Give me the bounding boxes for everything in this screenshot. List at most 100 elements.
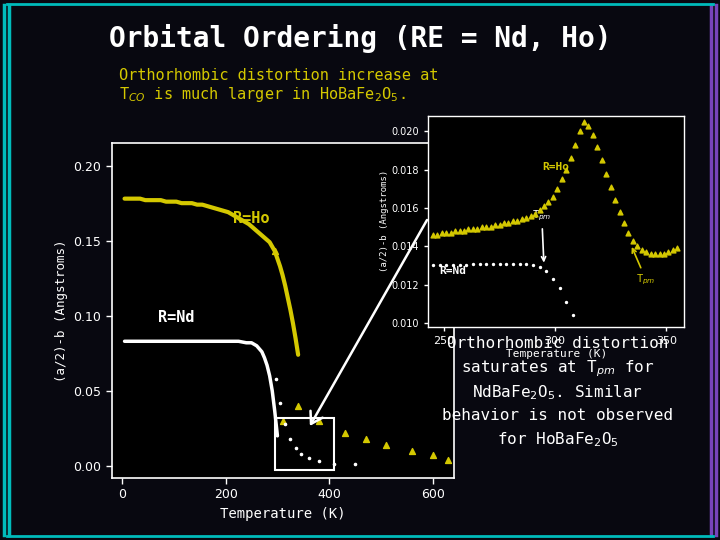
Point <box>441 261 452 270</box>
Point <box>447 261 459 270</box>
Point <box>436 228 448 237</box>
Point <box>472 225 483 233</box>
Point <box>662 248 674 256</box>
Point <box>295 450 307 458</box>
Point <box>467 259 479 268</box>
Point <box>511 217 523 226</box>
Point <box>636 246 647 254</box>
Point <box>570 140 581 149</box>
Point <box>197 200 208 209</box>
Point <box>487 259 499 268</box>
Point <box>596 156 608 165</box>
Point <box>587 351 598 360</box>
Point <box>243 220 255 228</box>
Point <box>155 196 166 205</box>
Point <box>261 361 273 369</box>
Point <box>292 402 304 410</box>
Point <box>609 196 621 205</box>
Point <box>547 192 559 201</box>
Point <box>269 247 281 255</box>
Text: behavior is not observed: behavior is not observed <box>443 408 673 423</box>
Point <box>529 210 541 218</box>
Point <box>264 238 276 246</box>
Point <box>600 374 612 383</box>
Point <box>567 311 579 320</box>
Point <box>627 236 639 245</box>
Point <box>500 259 512 268</box>
Point <box>129 194 140 203</box>
Point <box>271 375 282 383</box>
Point <box>441 228 452 237</box>
Point <box>248 340 260 349</box>
Point <box>282 293 294 302</box>
Point <box>556 175 567 184</box>
Point <box>256 347 268 356</box>
Point <box>594 362 606 371</box>
Text: NdBaFe$_2$O$_5$. Similar: NdBaFe$_2$O$_5$. Similar <box>472 383 644 402</box>
Text: T$_{pm}$: T$_{pm}$ <box>532 209 552 261</box>
Text: R=Nd: R=Nd <box>158 310 194 325</box>
Point <box>525 211 536 220</box>
Point <box>474 259 485 268</box>
Point <box>543 198 554 207</box>
Point <box>460 261 472 270</box>
Point <box>253 229 265 238</box>
Point <box>258 233 270 242</box>
Point <box>222 208 234 217</box>
Point <box>507 217 518 226</box>
Point <box>233 337 244 346</box>
Point <box>631 242 643 251</box>
Point <box>427 231 438 239</box>
Point <box>171 197 182 206</box>
Point <box>534 206 545 214</box>
Point <box>380 441 392 449</box>
Point <box>552 185 563 193</box>
Text: T$_{pm}$: T$_{pm}$ <box>632 248 656 287</box>
Point <box>431 231 443 239</box>
Point <box>592 143 603 151</box>
Point <box>258 354 270 362</box>
Point <box>445 228 456 237</box>
Point <box>176 199 187 207</box>
Point <box>313 457 325 465</box>
Point <box>494 221 505 230</box>
Point <box>251 341 263 350</box>
Point <box>490 221 501 230</box>
Point <box>269 408 281 416</box>
Point <box>560 298 572 306</box>
Point <box>565 154 577 163</box>
Y-axis label: (a/2)-b (Angstroms): (a/2)-b (Angstroms) <box>380 170 389 273</box>
Point <box>271 431 283 440</box>
Point <box>605 183 616 191</box>
Point <box>574 127 585 136</box>
Point <box>582 122 594 130</box>
Point <box>264 372 276 380</box>
Point <box>240 339 252 347</box>
Point <box>328 460 340 469</box>
Point <box>641 248 652 256</box>
Bar <box>275 418 334 470</box>
Text: R=Ho: R=Ho <box>541 161 569 172</box>
Point <box>476 223 487 232</box>
Point <box>580 338 592 346</box>
Point <box>339 429 351 437</box>
Point <box>289 334 301 342</box>
Point <box>279 420 291 428</box>
Point <box>246 339 257 347</box>
Point <box>124 194 135 203</box>
Point <box>212 205 224 213</box>
Text: R=Ho: R=Ho <box>233 211 270 226</box>
Point <box>454 261 465 270</box>
X-axis label: Temperature (K): Temperature (K) <box>505 348 607 359</box>
Point <box>140 196 151 205</box>
Point <box>485 223 496 232</box>
Point <box>119 337 130 346</box>
Point <box>514 259 526 268</box>
Point <box>313 416 325 425</box>
Point <box>145 196 156 205</box>
Point <box>560 165 572 174</box>
Point <box>516 215 528 224</box>
Point <box>667 246 679 254</box>
Point <box>618 219 630 228</box>
Point <box>360 435 372 443</box>
